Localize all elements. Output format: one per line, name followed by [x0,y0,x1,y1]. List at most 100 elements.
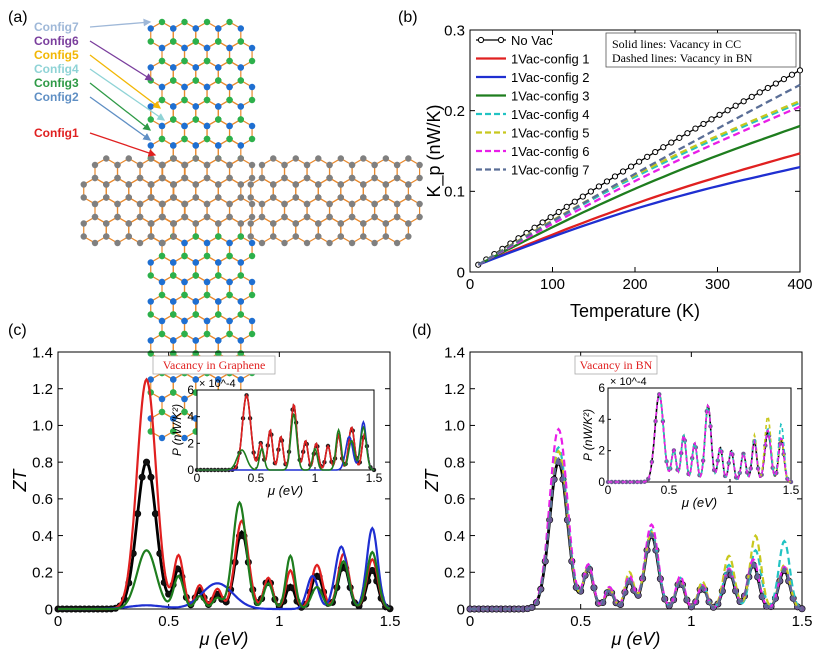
bn-atom [226,278,233,286]
carbon-atom [281,161,288,169]
carbon-atom [91,174,99,182]
bn-atom [215,77,222,84]
data-point [595,183,603,190]
bn-atom [215,142,222,149]
carbon-atom [114,161,121,169]
x-tick-label: 0 [466,613,474,630]
inset-y-tick-label: 6 [187,383,194,397]
panel-d-label: (d) [412,322,432,339]
series-line-6 [477,99,801,266]
carbon-atom [136,213,144,221]
bn-atom [181,408,188,416]
bn-atom [203,252,211,260]
data-point [764,84,771,92]
carbon-atom [226,161,233,169]
y-tick-label: 0 [45,601,53,618]
carbon-atom [80,233,87,240]
y-tick-label: 0.4 [444,528,465,545]
carbon-atom [125,194,132,201]
config-label-1: Config7 [34,20,79,34]
bn-atom [226,239,233,247]
bn-atom [203,330,211,338]
bn-atom [237,272,245,279]
carbon-atom [136,200,144,208]
carbon-atom [170,220,178,227]
carbon-atom [226,200,233,208]
bn-atom [147,272,154,279]
bn-atom [158,252,166,260]
carbon-atom [371,174,378,182]
config-arrow-5 [89,82,152,131]
bn-atom [237,103,245,110]
panel-a-label: (a) [8,9,28,26]
x-tick-label: 1 [275,613,283,630]
carbon-atom [125,155,132,162]
y-tick-label: 0.6 [32,491,53,508]
bn-atom [158,44,166,52]
carbon-atom [215,181,222,188]
carbon-atom [360,220,367,227]
carbon-atom [80,194,87,201]
bn-atom [158,434,166,442]
bn-atom [181,395,188,403]
bn-atom [158,278,166,286]
bn-atom [170,25,177,32]
carbon-atom [382,155,390,162]
x-axis-label: Temperature (K) [570,301,700,321]
bn-atom [147,337,154,344]
carbon-atom [114,174,121,182]
bn-atom [215,64,222,71]
config-label-6: Config2 [34,90,79,104]
inset-y-tick-label: 2 [598,444,605,458]
hexagon-bond [317,216,342,244]
bn-atom [215,103,222,110]
carbon-atom [125,181,132,188]
carbon-atom [326,239,333,247]
carbon-atom [371,239,378,247]
hexagon-bond [150,216,175,244]
carbon-atom [337,194,345,201]
y-tick-label: 0.8 [32,454,53,471]
bn-atom [192,272,199,279]
carbon-atom [181,174,189,182]
carbon-atom [315,220,322,227]
carbon-atom [80,181,87,188]
bn-atom [192,116,199,123]
bn-atom [170,298,177,305]
carbon-atom [337,233,345,240]
bn-atom [248,135,256,143]
data-point [138,473,146,481]
carbon-atom [159,174,166,182]
carbon-atom [170,181,178,188]
carbon-atom [91,239,99,247]
legend-label: 1Vac-config 3 [511,89,590,104]
hexagon-bond [295,216,319,244]
carbon-atom [148,155,155,162]
carbon-atom [393,213,401,221]
data-point [619,168,627,175]
carbon-atom [103,233,110,240]
bn-atom [192,38,199,45]
hexagon-bond [250,216,274,244]
data-point [627,163,635,170]
bn-atom [170,389,177,396]
inset-frame [607,387,792,483]
carbon-atom [405,233,412,240]
carbon-atom [405,181,412,188]
inset-x-tick-label: 0.5 [661,483,678,497]
bn-atom [192,376,199,383]
y-tick-label: 0.6 [444,491,465,508]
series-line-4 [58,500,391,611]
series-line-5 [477,101,801,266]
inset-multiplier: × 10^-4 [610,376,647,388]
bn-atom [226,291,233,299]
bn-atom [248,96,256,104]
carbon-atom [248,161,256,169]
carbon-atom [270,155,277,162]
annotation-text: Dashed lines: Vacancy in BN [612,51,753,65]
inset-y-tick-label: 0 [187,463,194,477]
bn-atom [248,44,256,52]
carbon-atom [170,233,178,240]
series-line-2 [477,152,801,266]
